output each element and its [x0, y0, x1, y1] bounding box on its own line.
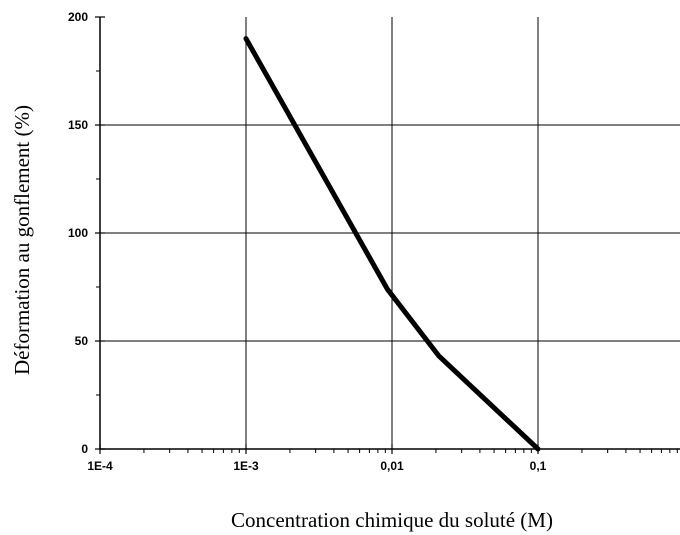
- data-series: [243, 36, 541, 452]
- series-line: [243, 36, 541, 452]
- tick-marks: [95, 16, 678, 454]
- y-tick-label: 150: [68, 118, 88, 132]
- y-tick-labels: 0 50 100 150 200: [68, 10, 88, 456]
- y-axis-title: Déformation au gonflement (%): [10, 105, 34, 375]
- x-tick-labels: 1E-41E-30,010,11: [87, 459, 547, 473]
- grid-lines: [100, 17, 680, 449]
- y-tick-label: 50: [75, 334, 89, 348]
- y-tick-label: 200: [68, 10, 88, 24]
- y-tick-label: 100: [68, 226, 88, 240]
- y-tick-label: 0: [81, 442, 88, 456]
- x-tick-label: 1E-4: [87, 459, 113, 473]
- x-tick-label: 1E-3: [233, 459, 259, 473]
- x-tick-label: 0,01: [380, 459, 404, 473]
- x-tick-label: 0,1: [530, 459, 547, 473]
- x-axis-title: Concentration chimique du soluté (M): [231, 508, 553, 532]
